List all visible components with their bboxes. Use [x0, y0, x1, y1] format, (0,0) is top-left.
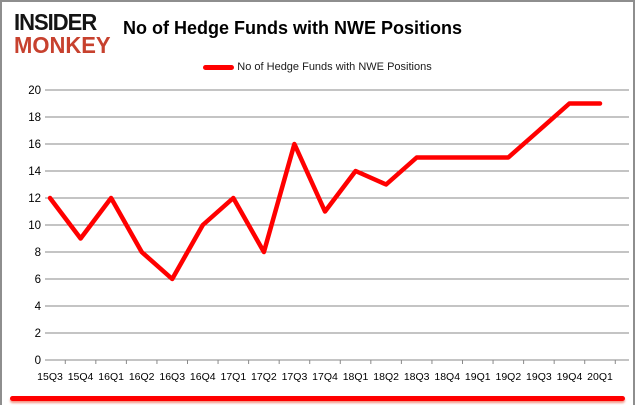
chart-legend: No of Hedge Funds with NWE Positions	[2, 61, 633, 73]
y-tick-label-20: 20	[28, 85, 41, 97]
x-tick-label-20Q1: 20Q1	[587, 371, 613, 383]
y-tick-label-12: 12	[28, 193, 41, 205]
line-chart-svg: 0 2 4 6 8 10 12 14 16 18 20 15Q3 15Q4 16Q1 16Q2 16Q3 16Q…	[28, 85, 629, 383]
x-tick-label-19Q4: 19Q4	[557, 371, 583, 383]
x-tick-label-15Q4: 15Q4	[68, 371, 94, 383]
bottom-accent-bar	[10, 396, 625, 401]
x-tick-label-19Q1: 19Q1	[465, 371, 491, 383]
x-tick-label-19Q3: 19Q3	[526, 371, 552, 383]
y-tick-label-2: 2	[35, 328, 41, 340]
x-tick-label-18Q2: 18Q2	[373, 371, 399, 383]
x-tick-label-18Q4: 18Q4	[434, 371, 460, 383]
x-tick-label-16Q4: 16Q4	[190, 371, 216, 383]
x-tick-label-16Q1: 16Q1	[98, 371, 124, 383]
logo-text-monkey: MONKEY	[14, 31, 111, 59]
insider-monkey-logo: INSIDER MONKEY	[14, 8, 124, 59]
legend-label: No of Hedge Funds with NWE Positions	[237, 61, 432, 73]
chart-plot-area: 0 2 4 6 8 10 12 14 16 18 20 15Q3 15Q4 16Q1 16Q2 16Q3 16Q…	[2, 77, 633, 392]
legend-line-marker-icon	[203, 64, 235, 70]
page-title: No of Hedge Funds with NWE Positions	[123, 18, 462, 38]
x-tick-label-16Q2: 16Q2	[129, 371, 155, 383]
x-tick-label-19Q2: 19Q2	[495, 371, 521, 383]
y-tick-label-10: 10	[28, 220, 41, 232]
x-tick-label-17Q2: 17Q2	[251, 371, 277, 383]
y-tick-label-6: 6	[35, 274, 41, 286]
y-tick-label-4: 4	[35, 301, 42, 313]
x-tick-label-15Q3: 15Q3	[37, 371, 63, 383]
x-tick-label-17Q1: 17Q1	[220, 371, 246, 383]
x-tick-label-17Q4: 17Q4	[312, 371, 338, 383]
y-tick-label-0: 0	[35, 355, 41, 367]
y-tick-label-8: 8	[35, 247, 41, 259]
logo-text-insider: INSIDER	[14, 8, 97, 36]
x-tick-label-16Q3: 16Q3	[159, 371, 185, 383]
x-tick-label-17Q3: 17Q3	[282, 371, 308, 383]
series-line	[47, 101, 603, 282]
y-tick-label-16: 16	[28, 139, 41, 151]
x-tick-label-18Q1: 18Q1	[343, 371, 369, 383]
y-tick-label-18: 18	[28, 112, 41, 124]
x-tick-label-18Q3: 18Q3	[404, 371, 430, 383]
y-tick-label-14: 14	[28, 166, 41, 178]
